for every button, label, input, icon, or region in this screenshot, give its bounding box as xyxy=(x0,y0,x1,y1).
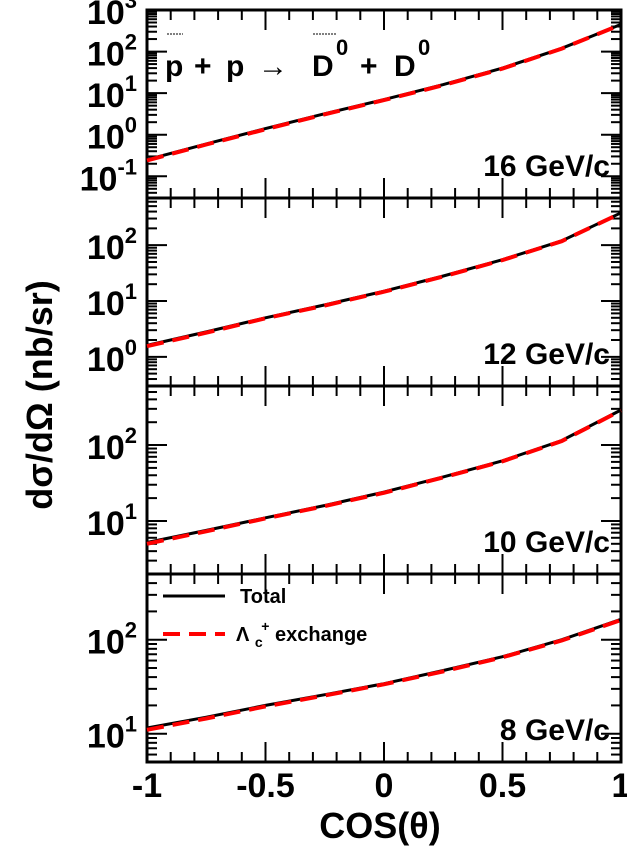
y-tick-exponent: 0 xyxy=(125,113,137,138)
y-tick-label: 101 xyxy=(87,712,137,756)
y-tick-label: 100 xyxy=(87,113,137,157)
y-axis-title: dσ/dΩ (nb/sr) xyxy=(19,280,60,509)
legend-lambda-sup: + xyxy=(261,618,269,634)
y-tick-base: 10 xyxy=(80,160,118,198)
legend-lambda-rest: exchange xyxy=(275,624,367,646)
y-tick-label: 101 xyxy=(87,499,137,543)
y-tick-exponent: -1 xyxy=(117,154,137,179)
y-tick-label: 103 xyxy=(87,0,137,32)
panel-label: 8 GeV/c xyxy=(500,714,610,747)
legend-lambda-base: Λ xyxy=(236,624,250,646)
y-tick-label: 100 xyxy=(87,335,137,379)
y-tick-base: 10 xyxy=(87,505,125,543)
y-tick-exponent: 2 xyxy=(125,423,137,448)
y-tick-exponent: 3 xyxy=(125,0,137,13)
panel-label: 12 GeV/c xyxy=(483,338,610,371)
y-tick-exponent: 1 xyxy=(125,71,137,96)
y-tick-base: 10 xyxy=(87,36,125,74)
y-tick-label: 102 xyxy=(87,223,137,267)
y-tick-base: 10 xyxy=(87,341,125,379)
series-lambda-line xyxy=(146,408,622,546)
y-tick-exponent: 2 xyxy=(125,618,137,643)
y-tick-exponent: 0 xyxy=(125,335,137,360)
reaction-arrow: → xyxy=(258,50,288,83)
y-tick-exponent: 2 xyxy=(125,30,137,55)
y-tick-label: 101 xyxy=(87,71,137,115)
reaction-d: D xyxy=(394,50,416,83)
series-lambda-line xyxy=(146,211,622,349)
y-tick-base: 10 xyxy=(87,429,125,467)
y-tick-label: 101 xyxy=(87,279,137,323)
y-tick-base: 10 xyxy=(87,285,125,323)
legend-label-total: Total xyxy=(240,586,286,608)
legend: Total Λ c + exchange xyxy=(163,586,367,652)
y-tick-base: 10 xyxy=(87,229,125,267)
x-tick-label: 0 xyxy=(375,767,394,805)
y-tick-exponent: 1 xyxy=(125,712,137,737)
reaction-label: p + p → D 0 + D 0 xyxy=(165,33,430,83)
panel-label: 10 GeV/c xyxy=(483,526,610,559)
y-tick-base: 10 xyxy=(87,624,125,662)
y-tick-base: 10 xyxy=(87,718,125,756)
y-tick-label: 102 xyxy=(87,618,137,662)
y-tick-exponent: 1 xyxy=(125,499,137,524)
y-tick-base: 10 xyxy=(87,119,125,157)
series-total-line xyxy=(146,23,622,162)
x-tick-label: -0.5 xyxy=(236,767,295,805)
x-tick-label: 1 xyxy=(612,767,627,805)
reaction-plus-2: + xyxy=(360,50,378,83)
reaction-dbar-sup: 0 xyxy=(336,35,348,60)
y-tick-label: 102 xyxy=(87,30,137,74)
reaction-pbar: p xyxy=(165,50,183,83)
series-lambda-line xyxy=(146,22,622,163)
y-tick-exponent: 1 xyxy=(125,279,137,304)
legend-lambda-sub: c xyxy=(255,634,263,650)
reaction-dbar: D xyxy=(312,50,334,83)
panel-label: 16 GeV/c xyxy=(483,150,610,183)
series-total-line xyxy=(146,211,622,347)
reaction-plus-1: + xyxy=(194,50,212,83)
x-axis-title: COS(θ) xyxy=(319,805,440,846)
y-tick-label: 102 xyxy=(87,423,137,467)
reaction-p: p xyxy=(226,50,244,83)
legend-label-lambda: Λ c + exchange xyxy=(236,614,367,652)
series-total-line xyxy=(146,408,622,544)
y-tick-exponent: 2 xyxy=(125,223,137,248)
reaction-d-sup: 0 xyxy=(418,35,430,60)
y-tick-base: 10 xyxy=(87,0,125,32)
series-lambda-line xyxy=(146,618,622,732)
x-tick-label: -1 xyxy=(132,767,162,805)
y-tick-base: 10 xyxy=(87,77,125,115)
y-tick-label: 10-1 xyxy=(80,154,137,198)
x-tick-label: 0.5 xyxy=(479,767,526,805)
